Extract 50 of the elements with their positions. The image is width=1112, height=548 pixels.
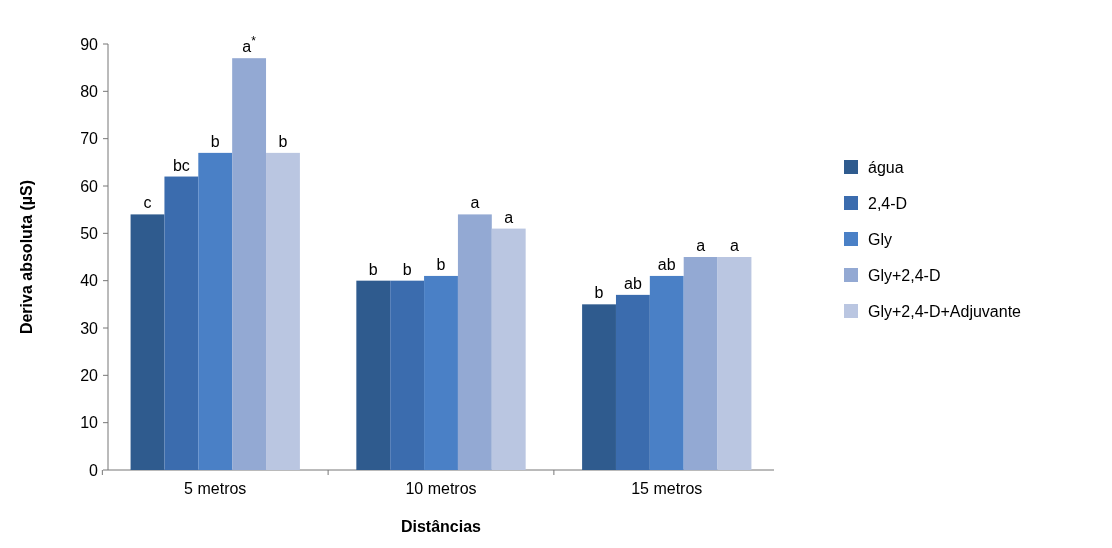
text: a$^{*}$ <box>242 34 256 56</box>
bar <box>491 228 526 470</box>
y-tick-label: 80 <box>80 82 99 100</box>
text: ab <box>657 255 676 273</box>
y-tick-label: 10 <box>80 414 99 432</box>
bar <box>683 257 718 470</box>
text: b <box>402 260 412 278</box>
y-tick-label: 30 <box>80 319 99 337</box>
bar <box>198 152 233 470</box>
y-tick-label: 0 <box>89 461 99 479</box>
text: b <box>436 255 446 273</box>
text: b <box>594 284 604 302</box>
legend-label: água <box>868 158 904 176</box>
bar <box>390 280 425 470</box>
bar <box>266 152 300 470</box>
bar <box>649 275 684 470</box>
bar <box>356 280 391 470</box>
legend-label: Gly+2,4-D <box>868 266 941 284</box>
text: b <box>368 260 378 278</box>
bar <box>582 304 616 470</box>
y-tick-label: 50 <box>80 224 99 242</box>
x-tick-label: 5 metros <box>184 480 247 497</box>
text: a <box>504 208 514 226</box>
legend-label: 2,4-D <box>868 194 908 212</box>
text: a <box>730 237 739 254</box>
y-axis-title: Deriva absoluta (µS) <box>18 179 35 335</box>
y-tick-label: 90 <box>80 35 99 53</box>
y-tick-label: 60 <box>80 177 99 195</box>
bar <box>130 214 165 470</box>
text: ab <box>624 274 642 292</box>
x-tick-label: 15 metros <box>631 480 703 497</box>
bar <box>457 214 492 470</box>
bar <box>717 257 752 470</box>
bar <box>232 58 267 470</box>
legend-label: Gly+2,4-D+Adjuvante <box>868 302 1022 320</box>
text: c <box>143 194 152 212</box>
text: b <box>210 132 220 150</box>
y-tick-label: 40 <box>80 272 99 290</box>
x-tick-label: 10 metros <box>405 480 477 497</box>
bar <box>615 294 650 470</box>
x-axis-title: Distâncias <box>400 518 482 535</box>
text: a <box>470 194 480 212</box>
y-tick-label: 70 <box>80 130 99 148</box>
text: a <box>696 237 706 254</box>
text: bc <box>172 156 190 174</box>
legend-label: Gly <box>868 230 892 248</box>
text: b <box>278 132 288 150</box>
y-tick-label: 20 <box>80 366 99 384</box>
bar <box>164 176 199 470</box>
bar <box>424 275 458 470</box>
